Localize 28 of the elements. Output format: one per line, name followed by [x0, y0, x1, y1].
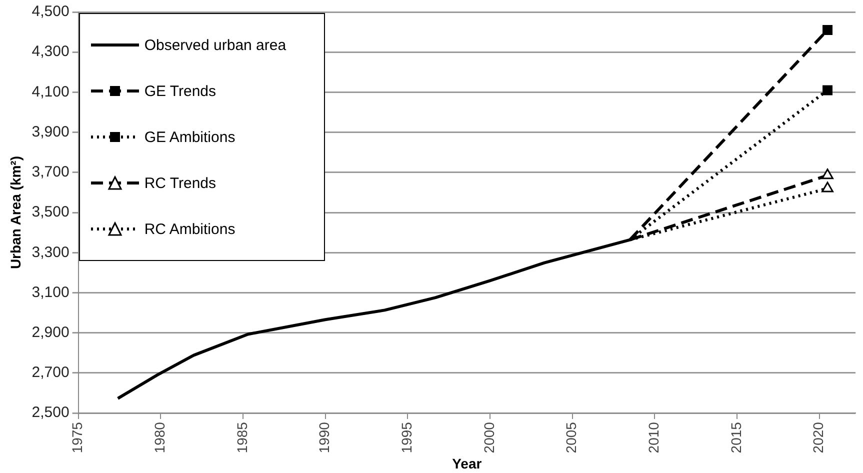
legend-label: RC Ambitions: [144, 220, 236, 238]
y-tick-label: 3,100: [32, 284, 70, 301]
x-tick-label: 1985: [234, 422, 250, 454]
y-tick-label: 3,700: [32, 164, 70, 181]
y-tick-label: 3,900: [32, 123, 70, 140]
x-axis-title: Year: [452, 455, 482, 472]
y-tick-label: 2,700: [32, 364, 70, 382]
y-tick-label: 3,300: [32, 244, 70, 261]
legend-label: GE Ambitions: [144, 128, 236, 146]
x-tick-label: 2010: [645, 422, 662, 454]
y-tick-label: 4,300: [32, 43, 70, 60]
x-tick-label: 2015: [728, 422, 744, 454]
y-tick-label: 4,100: [32, 83, 70, 100]
y-tick-label: 2,900: [32, 324, 70, 341]
y-axis-title: Urban Area (km²): [7, 156, 24, 270]
x-tick-label: 2020: [810, 422, 826, 454]
legend-label: GE Trends: [144, 82, 216, 100]
x-tick-label: 1990: [316, 422, 332, 454]
x-tick-label: 1975: [69, 422, 86, 454]
legend-label: RC Trends: [144, 174, 216, 192]
x-tick-label: 1980: [152, 422, 168, 454]
x-tick-label: 2005: [563, 422, 580, 454]
legend-label: Observed urban area: [144, 36, 286, 54]
y-tick-label: 3,500: [32, 204, 70, 221]
x-tick-label: 2000: [480, 422, 497, 454]
y-tick-label: 4,500: [32, 3, 70, 20]
x-tick-label: 1995: [398, 422, 415, 454]
y-tick-label: 2,500: [32, 404, 70, 422]
